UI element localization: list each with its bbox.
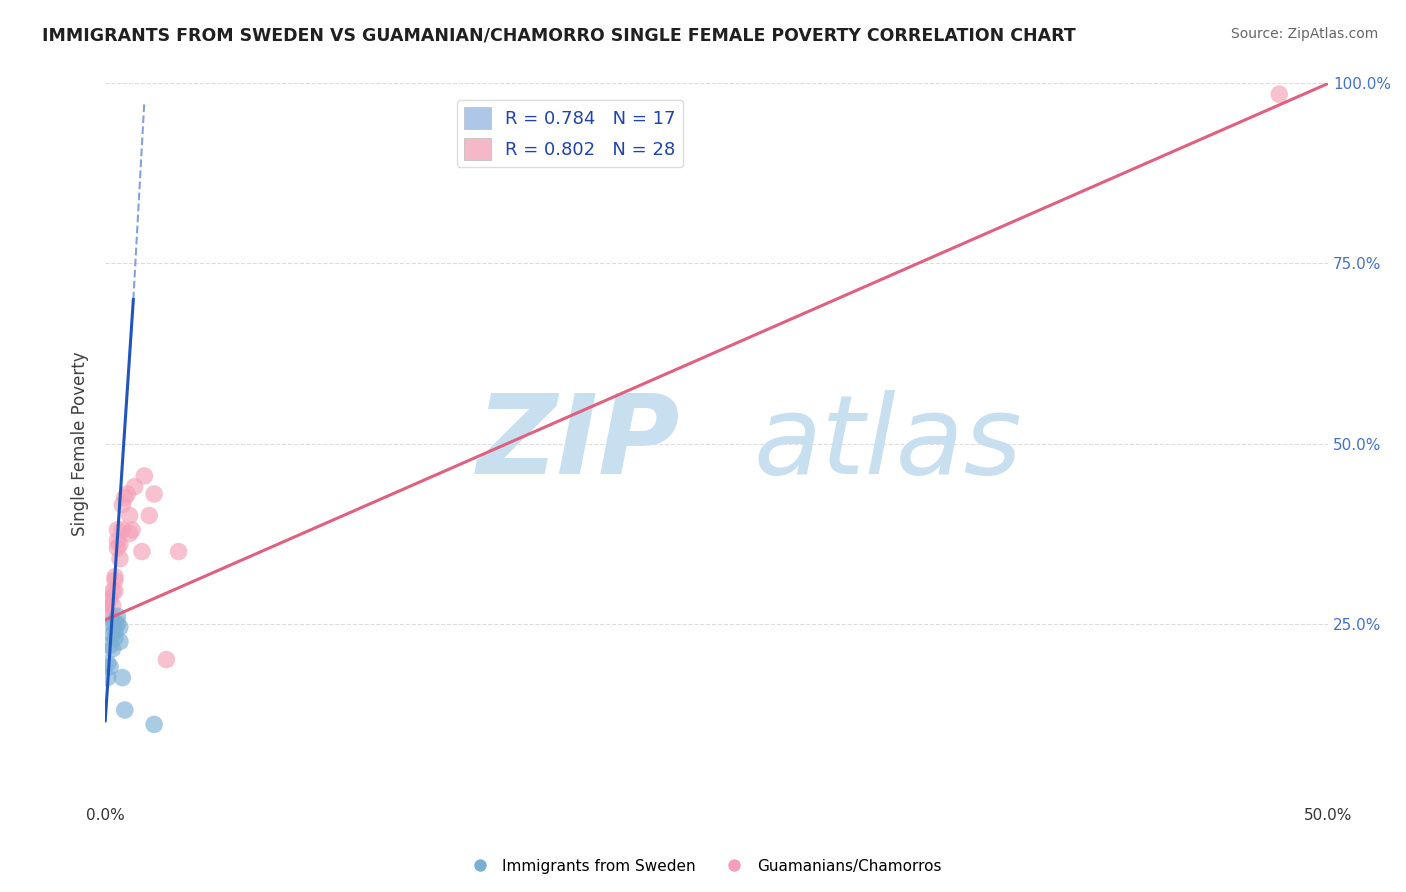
- Point: [111, 498, 134, 512]
- Point: [114, 703, 136, 717]
- Point: [118, 526, 141, 541]
- Point: [104, 631, 127, 645]
- Point: [97, 606, 120, 620]
- Legend: R = 0.784   N = 17, R = 0.802   N = 28: R = 0.784 N = 17, R = 0.802 N = 28: [457, 100, 683, 167]
- Point: [98, 638, 121, 652]
- Text: Source: ZipAtlas.com: Source: ZipAtlas.com: [1230, 27, 1378, 41]
- Point: [134, 469, 156, 483]
- Point: [131, 544, 153, 558]
- Point: [108, 537, 131, 551]
- Point: [143, 487, 166, 501]
- Point: [101, 599, 124, 613]
- Point: [98, 609, 121, 624]
- Point: [104, 584, 127, 599]
- Point: [101, 641, 124, 656]
- Point: [118, 508, 141, 523]
- Text: ZIP: ZIP: [477, 390, 681, 497]
- Point: [108, 634, 131, 648]
- Point: [1268, 87, 1291, 102]
- Legend: Immigrants from Sweden, Guamanians/Chamorros: Immigrants from Sweden, Guamanians/Chamo…: [458, 853, 948, 880]
- Point: [111, 671, 134, 685]
- Text: IMMIGRANTS FROM SWEDEN VS GUAMANIAN/CHAMORRO SINGLE FEMALE POVERTY CORRELATION C: IMMIGRANTS FROM SWEDEN VS GUAMANIAN/CHAM…: [42, 27, 1076, 45]
- Point: [138, 508, 160, 523]
- Point: [101, 584, 124, 599]
- Point: [101, 616, 124, 631]
- Point: [114, 491, 136, 505]
- Point: [107, 616, 129, 631]
- Point: [107, 523, 129, 537]
- Point: [121, 523, 143, 537]
- Point: [104, 574, 127, 588]
- Point: [101, 627, 124, 641]
- Point: [107, 533, 129, 548]
- Point: [107, 541, 129, 555]
- Point: [108, 551, 131, 566]
- Point: [155, 652, 177, 666]
- Point: [97, 595, 120, 609]
- Point: [124, 480, 146, 494]
- Point: [104, 570, 127, 584]
- Point: [108, 620, 131, 634]
- Point: [98, 660, 121, 674]
- Point: [115, 487, 138, 501]
- Point: [167, 544, 190, 558]
- Point: [104, 624, 127, 638]
- Point: [97, 656, 120, 670]
- Point: [111, 523, 134, 537]
- Point: [104, 616, 127, 631]
- Y-axis label: Single Female Poverty: Single Female Poverty: [72, 351, 89, 536]
- Point: [97, 671, 120, 685]
- Point: [107, 609, 129, 624]
- Point: [143, 717, 166, 731]
- Point: [98, 591, 121, 606]
- Text: atlas: atlas: [754, 390, 1022, 497]
